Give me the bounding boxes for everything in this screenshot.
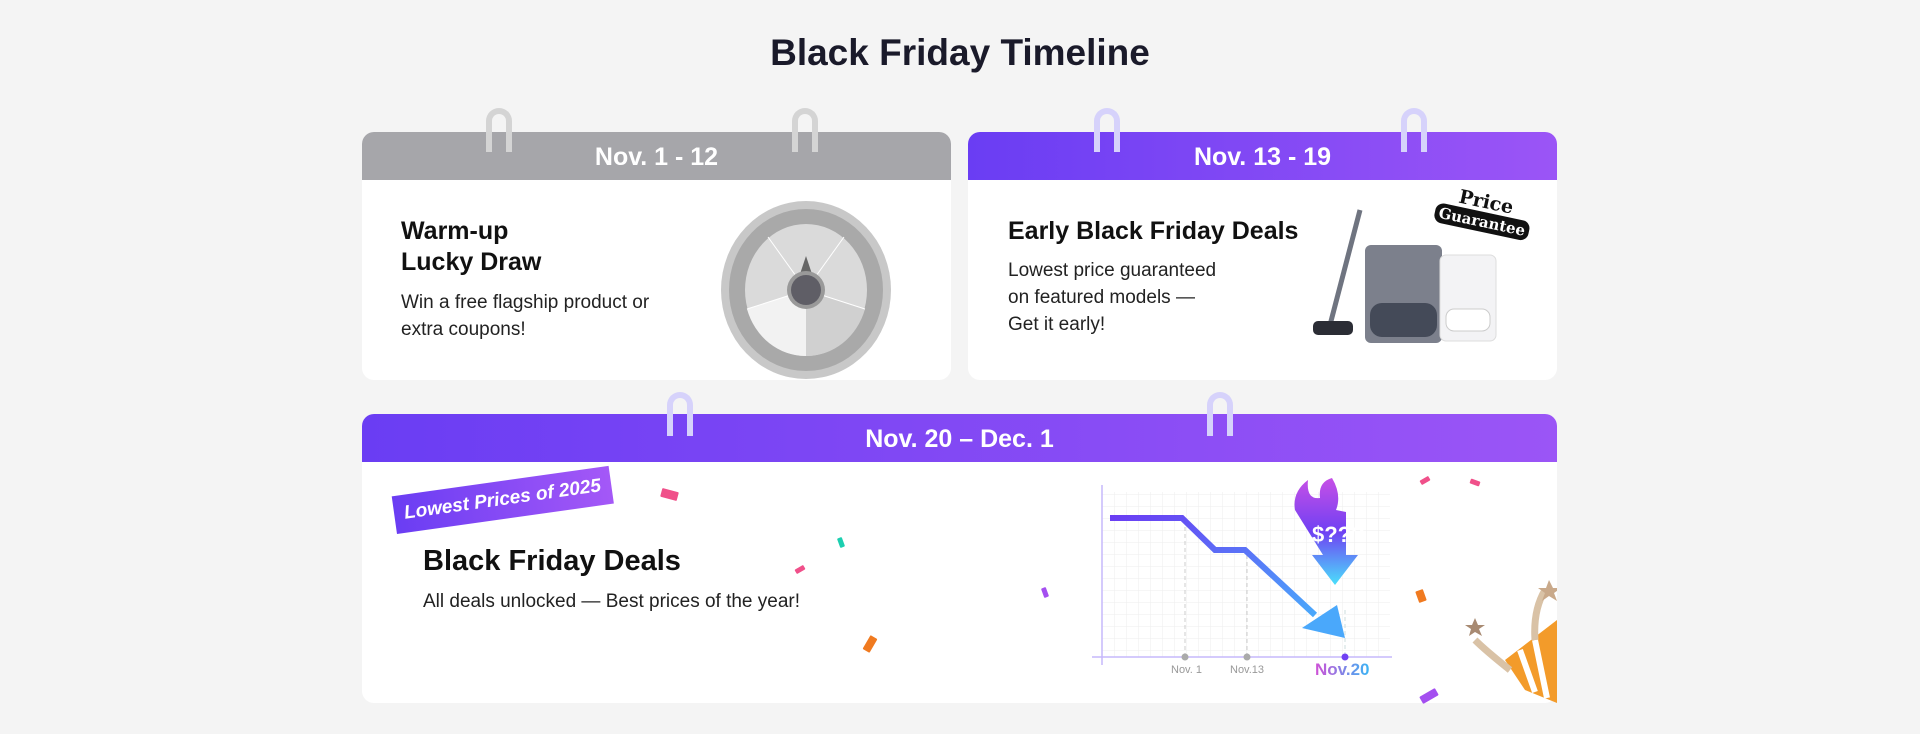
tick-label-nov20: Nov.20 <box>1315 660 1370 679</box>
description-line: Get it early! <box>1008 314 1106 335</box>
card-description: Win a free flagship product or extra cou… <box>401 289 649 343</box>
fire-arrow-icon <box>1294 478 1358 585</box>
tick-dot <box>1243 653 1251 661</box>
card-date-header: Nov. 13 - 19 <box>968 132 1557 180</box>
card-description: Lowest price guaranteed on featured mode… <box>1008 257 1216 338</box>
party-popper-icon <box>1465 580 1557 703</box>
card-date-header: Nov. 1 - 12 <box>362 132 951 180</box>
tick-label-nov1: Nov. 1 <box>1171 664 1202 676</box>
heading-line: Lucky Draw <box>401 248 542 276</box>
tick-dot <box>1181 653 1189 661</box>
calendar-ring-icon <box>1207 392 1233 436</box>
description-line: on featured models — <box>1008 287 1195 308</box>
lucky-wheel-icon <box>721 201 891 379</box>
card-heading: Black Friday Deals <box>423 545 681 577</box>
card-date-header: Nov. 20 – Dec. 1 <box>362 414 1557 462</box>
tick-dot <box>1341 653 1349 661</box>
tick-label-nov13: Nov.13 <box>1230 664 1265 676</box>
calendar-ring-icon <box>486 108 512 152</box>
price-line <box>1110 515 1318 618</box>
heading-line: Warm-up <box>401 217 509 245</box>
description-line: Lowest price guaranteed <box>1008 260 1217 281</box>
calendar-ring-icon <box>667 392 693 436</box>
calendar-ring-icon <box>1094 108 1120 152</box>
page-title: Black Friday Timeline <box>770 32 1150 73</box>
card-heading: Early Black Friday Deals <box>1008 217 1299 245</box>
card-description: All deals unlocked — Best prices of the … <box>423 591 801 612</box>
price-arrowhead <box>1302 605 1345 638</box>
calendar-ring-icon <box>792 108 818 152</box>
calendar-ring-icon <box>1401 108 1427 152</box>
card-heading: Warm-up Lucky Draw <box>401 216 541 278</box>
description-line: Win a free flagship product or <box>401 292 650 313</box>
description-line: extra coupons! <box>401 319 526 340</box>
price-label: $??? <box>1312 522 1365 547</box>
vacuum-products-image <box>1313 209 1497 343</box>
price-drop-chart <box>1092 478 1392 665</box>
